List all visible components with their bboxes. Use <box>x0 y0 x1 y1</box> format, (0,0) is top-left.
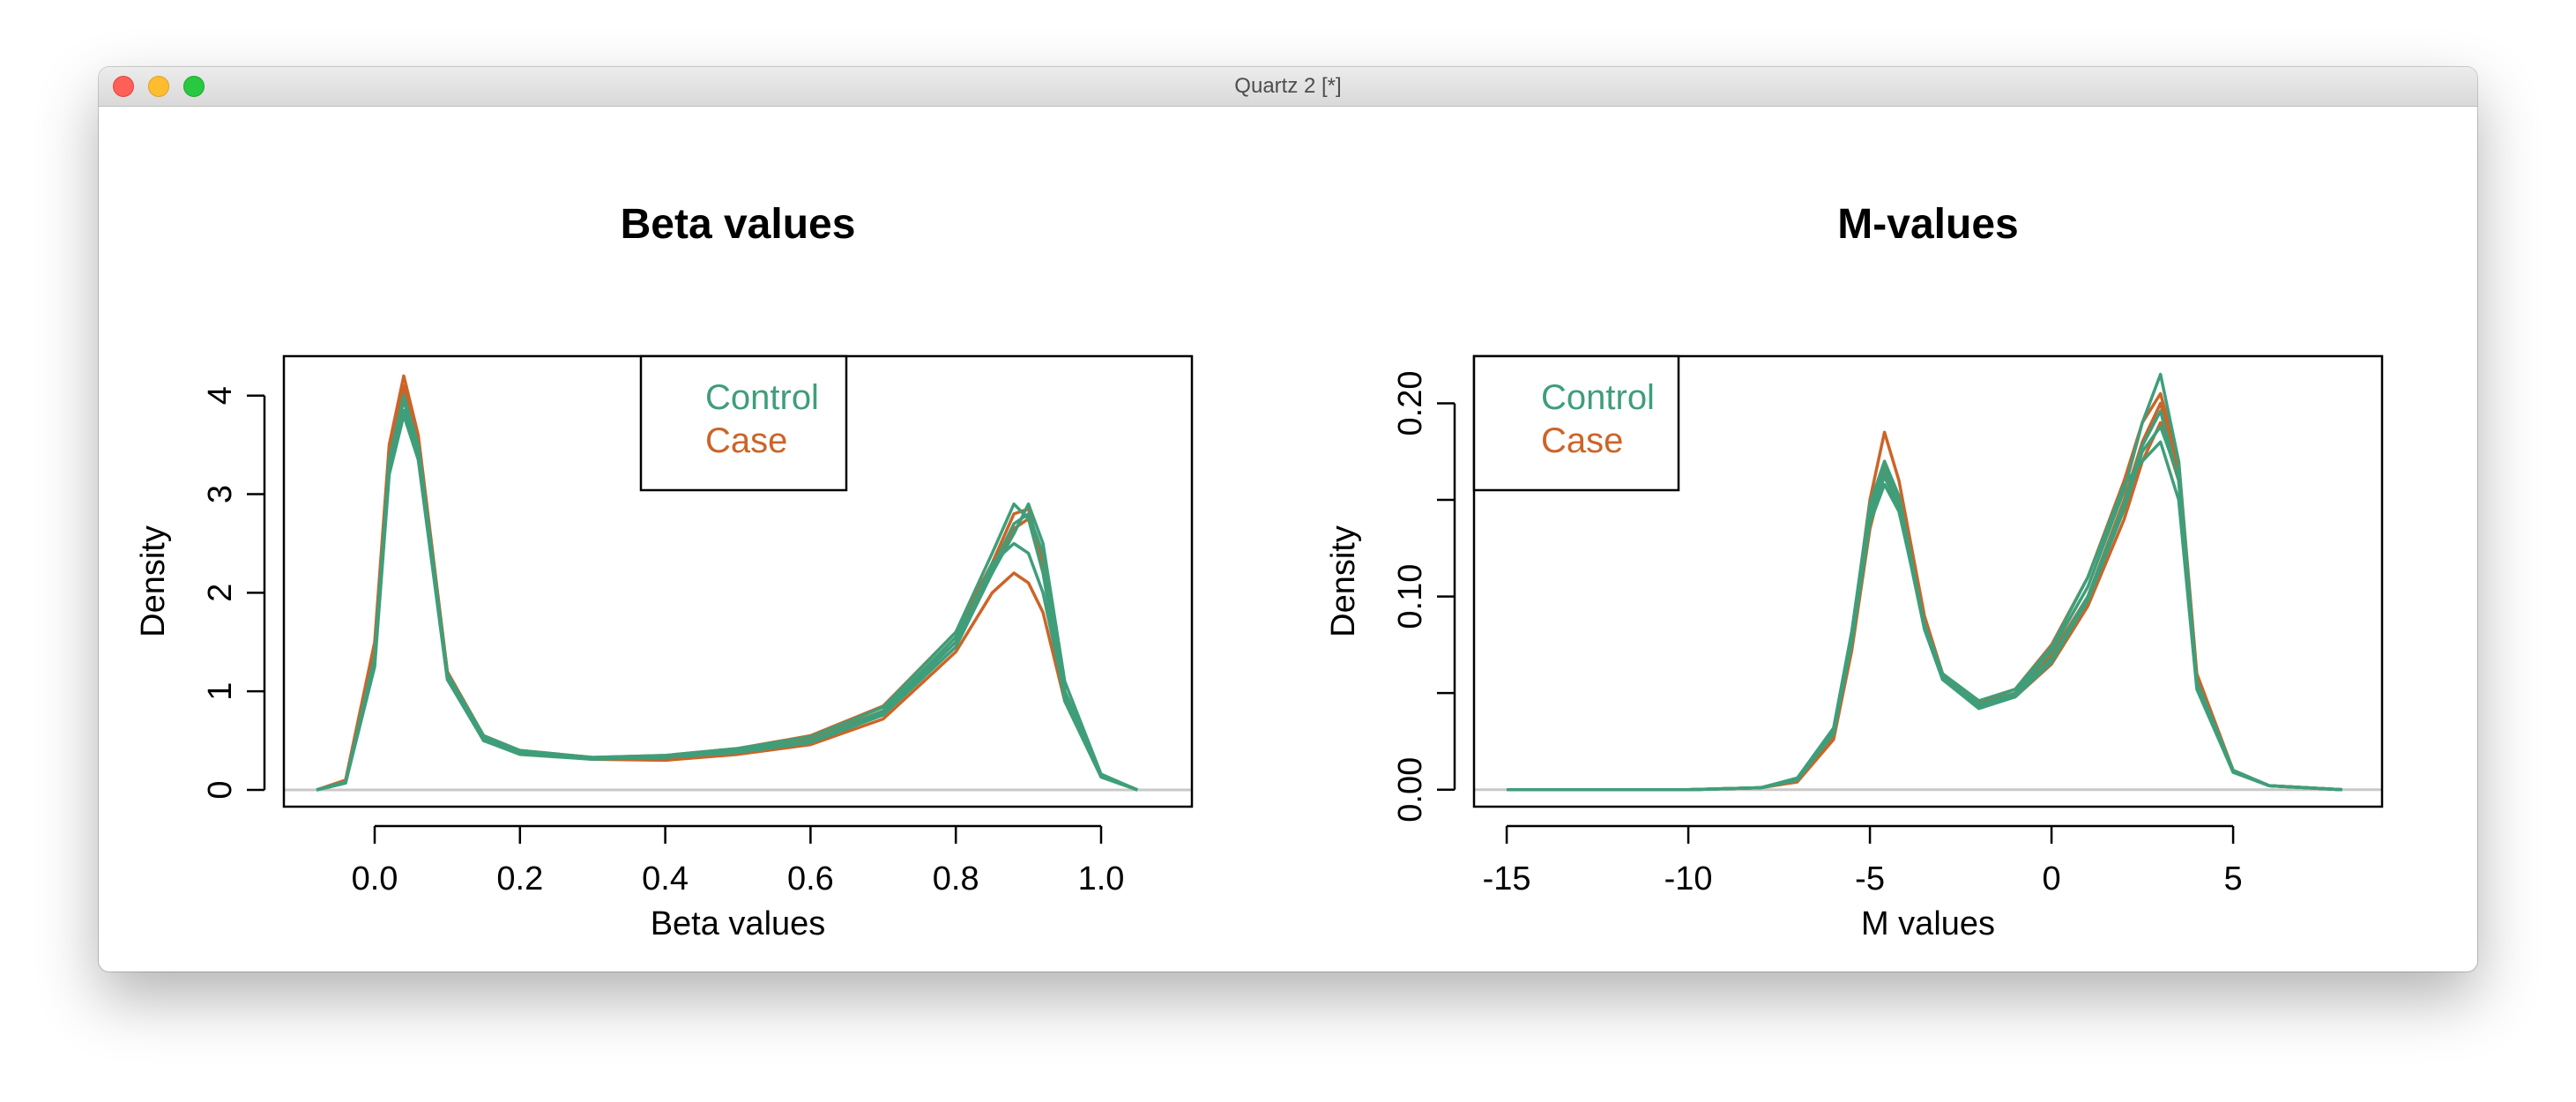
legend-entry-control: Control <box>705 378 819 417</box>
x-tick-label: 0.2 <box>496 860 543 897</box>
x-axis-label: M values <box>1861 905 1995 942</box>
legend-box <box>1472 354 1680 492</box>
density-line-case <box>316 383 1138 792</box>
x-tick-label: 0.6 <box>787 860 834 897</box>
quartz-window: Quartz 2 [*] Beta values 0.0 0.2 0.4 0.6 0.8 1… <box>99 67 2477 972</box>
y-tick-label: 4 <box>202 386 239 405</box>
close-window-button[interactable] <box>113 76 134 97</box>
y-tick-label: 3 <box>202 485 239 503</box>
chart-title: M-values <box>1837 201 2018 248</box>
y-tick-label: 0 <box>202 780 239 799</box>
plot-frame <box>1472 354 2384 808</box>
y-tick-label: 0.00 <box>1392 757 1429 823</box>
zoom-window-button[interactable] <box>183 76 205 97</box>
chart-panel-1: Beta values 0.0 0.2 0.4 0.6 0.8 1.0 0 1 2 3 4 Beta v… <box>135 201 1194 942</box>
minimize-window-button[interactable] <box>148 76 169 97</box>
window-title: Quartz 2 [*] <box>1234 74 1342 98</box>
chart-panel-2: M-values -15 -10 -5 0 5 0.00 0.10 0.20 M values De… <box>1325 201 2384 942</box>
y-tick-label: 2 <box>202 584 239 602</box>
x-tick-label: -5 <box>1855 860 1885 897</box>
plot-canvas: Beta values 0.0 0.2 0.4 0.6 0.8 1.0 0 1 2 3 4 Beta v… <box>135 201 2384 942</box>
x-tick-label: 0.0 <box>352 860 398 897</box>
legend-entry-case: Case <box>1541 421 1623 460</box>
density-line-control <box>316 408 1138 792</box>
x-tick-label: -15 <box>1483 860 1531 897</box>
chart-title: Beta values <box>621 201 856 248</box>
x-tick-label: 5 <box>2224 860 2243 897</box>
y-tick-label: 0.20 <box>1392 370 1429 436</box>
legend-entry-control: Control <box>1541 378 1655 417</box>
y-axis-label: Density <box>135 525 172 637</box>
density-line-control <box>1507 425 2342 792</box>
x-tick-label: 0 <box>2043 860 2061 897</box>
x-tick-label: -10 <box>1664 860 1713 897</box>
x-tick-label: 1.0 <box>1078 860 1125 897</box>
density-line-control <box>316 393 1138 792</box>
legend-entry-case: Case <box>705 421 787 460</box>
legend-box <box>639 354 848 492</box>
density-line-control <box>1507 440 2342 792</box>
x-axis-label: Beta values <box>651 905 826 942</box>
title-bar: Quartz 2 [*] <box>99 67 2477 107</box>
y-tick-label: 1 <box>202 682 239 701</box>
y-axis-label: Density <box>1325 525 1362 637</box>
x-tick-label: 0.4 <box>642 860 689 897</box>
x-tick-label: 0.8 <box>933 860 979 897</box>
y-tick-label: 0.10 <box>1392 564 1429 629</box>
